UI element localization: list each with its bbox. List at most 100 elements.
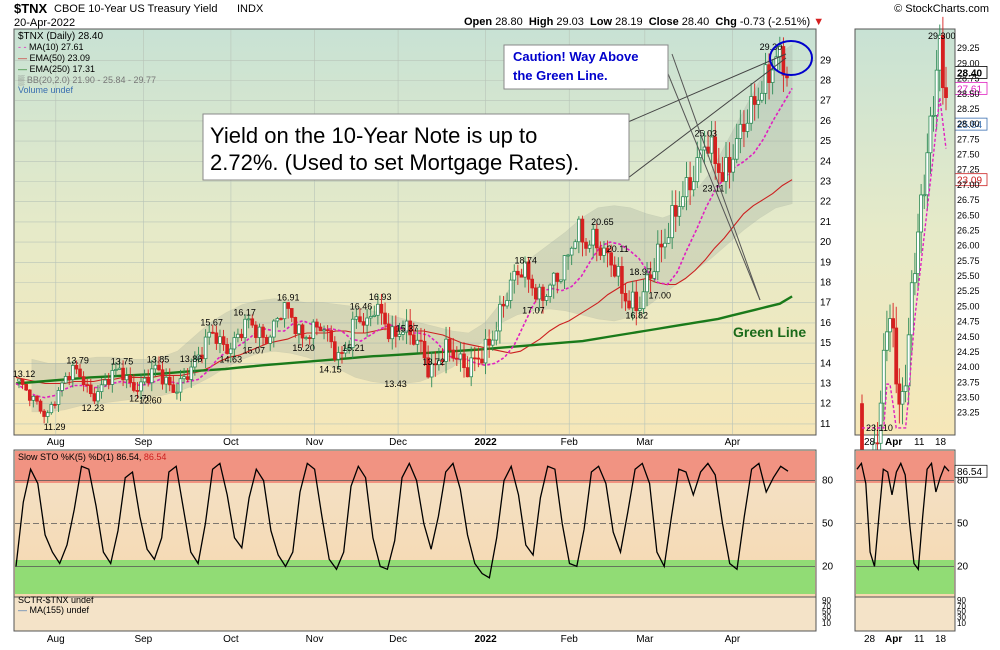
candle-up bbox=[587, 244, 592, 249]
candle-down bbox=[717, 163, 721, 173]
sctr-tick: 70 bbox=[957, 602, 966, 611]
price-tag: 25.84 bbox=[957, 120, 982, 131]
candle-up bbox=[490, 339, 495, 346]
candle-up bbox=[311, 321, 316, 339]
inset-y-tick: 27.00 bbox=[957, 180, 980, 190]
inset-candle-down bbox=[875, 442, 880, 445]
y-tick-label: 18 bbox=[820, 278, 832, 289]
candle-down bbox=[688, 177, 692, 191]
inset-candle-down bbox=[897, 383, 902, 405]
candle-up bbox=[444, 338, 448, 362]
value-label: 13.79 bbox=[66, 356, 89, 366]
candle-up bbox=[343, 348, 348, 354]
inset-y-tick: 28.25 bbox=[957, 104, 980, 114]
candle-up bbox=[677, 206, 682, 217]
candle-down bbox=[42, 410, 46, 417]
candle-down bbox=[146, 377, 150, 384]
candle-up bbox=[577, 218, 581, 243]
y-tick-label: 14 bbox=[820, 358, 832, 369]
y-tick-label: 22 bbox=[820, 197, 832, 208]
arrow-line-1 bbox=[659, 53, 761, 301]
candle-up bbox=[365, 317, 369, 326]
sctr-tick: 10 bbox=[957, 619, 966, 628]
candle-up bbox=[182, 376, 186, 380]
candle-up bbox=[354, 316, 359, 320]
stoch-content: 20 50 80 bbox=[15, 461, 834, 579]
candle-up bbox=[175, 391, 179, 394]
candle-up bbox=[602, 247, 606, 256]
candle-up bbox=[347, 347, 351, 350]
candle-down bbox=[128, 375, 133, 383]
candle-up bbox=[724, 157, 728, 182]
candle-down bbox=[440, 360, 445, 362]
inset-y-tick: 23.75 bbox=[957, 377, 980, 387]
candle-down bbox=[92, 393, 97, 402]
value-label: 13.12 bbox=[13, 369, 36, 379]
inset-y-tick: 26.75 bbox=[957, 195, 980, 205]
candle-up bbox=[573, 241, 578, 249]
candle-up bbox=[749, 96, 753, 124]
inset-date-label: 18 bbox=[935, 634, 947, 645]
inset-y-tick: 28.00 bbox=[957, 119, 980, 129]
candle-up bbox=[56, 390, 61, 405]
candle-down bbox=[451, 349, 456, 359]
main-panel bbox=[13, 28, 817, 436]
candle-up bbox=[246, 318, 251, 321]
y-tick-label: 28 bbox=[820, 76, 832, 87]
candle-down bbox=[673, 205, 678, 217]
sctr-tick: 70 bbox=[822, 602, 831, 611]
chart-header: $TNX CBOE 10-Year US Treasury Yield INDX… bbox=[14, 1, 989, 29]
candle-down bbox=[214, 332, 219, 344]
inset-candle-down bbox=[940, 34, 945, 89]
close-value: 28.40 bbox=[681, 16, 710, 28]
candle-down bbox=[20, 378, 25, 385]
inset-candle-up bbox=[912, 273, 917, 284]
y-tick-label: 21 bbox=[820, 217, 832, 228]
inset-date-label: 11 bbox=[914, 437, 925, 448]
inset-y-tick: 25.25 bbox=[957, 286, 980, 296]
arrow-line-2 bbox=[671, 53, 761, 301]
bollinger-band bbox=[31, 44, 793, 413]
candle-up bbox=[304, 337, 308, 339]
y-tick-label: 23 bbox=[820, 177, 832, 188]
candle-down bbox=[78, 368, 82, 378]
candle-up bbox=[114, 369, 118, 371]
candle-down bbox=[361, 321, 366, 326]
candle-up bbox=[483, 338, 488, 364]
value-label: 25.03 bbox=[694, 128, 717, 138]
value-label: 17.00 bbox=[649, 291, 672, 301]
candle-down bbox=[106, 379, 111, 385]
low-value: 28.19 bbox=[615, 16, 643, 28]
candle-up bbox=[763, 64, 768, 94]
candle-down bbox=[261, 326, 265, 338]
value-label: 16.93 bbox=[369, 292, 392, 302]
candle-up bbox=[551, 272, 556, 286]
indicator-lines bbox=[15, 87, 793, 399]
candle-down bbox=[315, 321, 319, 328]
candle-up bbox=[196, 354, 201, 361]
sctr-tick: 90 bbox=[957, 596, 966, 605]
legend-ema50: — EMA(50) 23.09 bbox=[18, 53, 90, 63]
inset-date-label: 18 bbox=[935, 437, 947, 448]
candle-up bbox=[139, 381, 143, 392]
candle-down bbox=[555, 272, 560, 282]
candle-down bbox=[516, 270, 520, 276]
value-label: 16.46 bbox=[350, 302, 373, 312]
month-label: Nov bbox=[306, 437, 324, 448]
candle-down bbox=[713, 136, 718, 165]
open-value: 28.80 bbox=[495, 16, 523, 28]
inset-stoch-tick: 50 bbox=[957, 519, 969, 530]
inset-y-tick: 24.75 bbox=[957, 317, 980, 327]
candle-up bbox=[207, 331, 212, 338]
stoch-legend-value: 86.54 bbox=[144, 452, 167, 462]
inset-y-tick: 27.25 bbox=[957, 165, 980, 175]
symbol: $TNX bbox=[14, 1, 48, 16]
sctr-tick: 50 bbox=[822, 607, 831, 616]
inset-date-label: Apr bbox=[885, 634, 902, 645]
candle-down bbox=[85, 384, 89, 386]
candle-down bbox=[239, 333, 244, 339]
candle-up bbox=[681, 196, 685, 208]
candle-down bbox=[53, 404, 57, 406]
candle-up bbox=[505, 300, 509, 307]
